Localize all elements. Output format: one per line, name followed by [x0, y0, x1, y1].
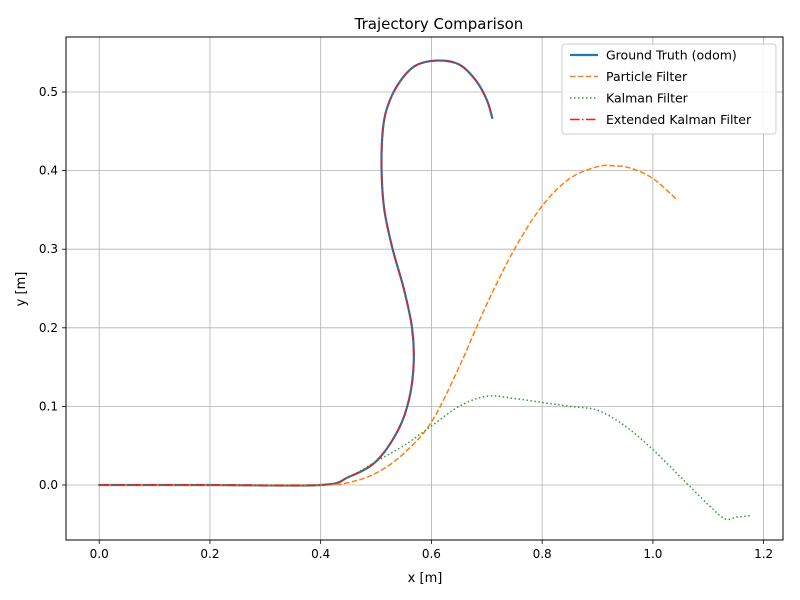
legend-label: Ground Truth (odom): [606, 48, 737, 63]
legend-box: [561, 43, 777, 135]
legend-label: Extended Kalman Filter: [606, 112, 752, 127]
chart-title: Trajectory Comparison: [354, 15, 524, 33]
y-tick-label: 0.1: [39, 399, 58, 413]
x-tick-label: 0.2: [200, 547, 219, 561]
y-axis-label: y [m]: [14, 272, 29, 307]
legend-label: Kalman Filter: [606, 91, 689, 106]
series-line-2: [99, 164, 679, 486]
x-tick-label: 0.0: [90, 547, 109, 561]
legend-label: Particle Filter: [606, 69, 688, 84]
y-tick-label: 0.3: [39, 242, 58, 256]
y-tick-label: 0.5: [39, 85, 58, 99]
x-tick-label: 0.4: [311, 547, 330, 561]
y-tick-label: 0.0: [39, 478, 58, 492]
x-axis-label: x [m]: [408, 571, 443, 586]
x-tick-label: 0.8: [533, 547, 552, 561]
x-tick-label: 1.2: [754, 547, 773, 561]
x-axis-ticks: 0.0 0.2 0.4 0.6 0.8 1.0 1.2: [90, 540, 773, 561]
plot-frame: [65, 36, 784, 541]
y-tick-label: 0.2: [39, 321, 58, 335]
x-tick-label: 1.0: [643, 547, 662, 561]
series-layer: [98, 59, 750, 521]
series-line-4: [99, 59, 494, 487]
y-axis-ticks: 0.0 0.1 0.2 0.3 0.4 0.5: [39, 85, 66, 492]
x-tick-label: 0.6: [422, 547, 441, 561]
legend: Ground Truth (odom) Particle Filter Kalman…: [561, 43, 777, 135]
y-tick-label: 0.4: [39, 164, 58, 178]
